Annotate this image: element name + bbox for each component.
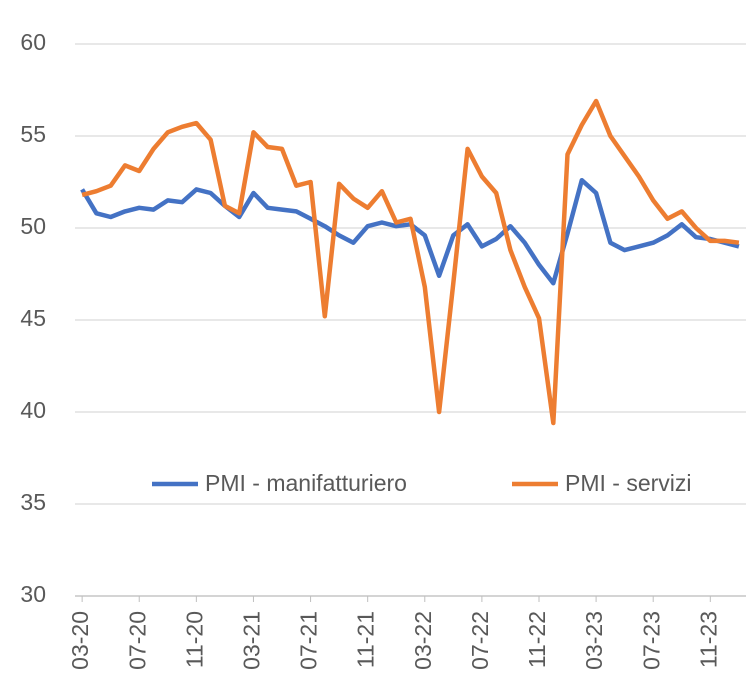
x-tick-label: 11-23 xyxy=(695,611,721,668)
x-tick-label: 11-22 xyxy=(524,611,550,668)
x-tick-label: 03-20 xyxy=(67,611,93,670)
x-tick-label: 07-23 xyxy=(638,611,664,670)
series-line xyxy=(80,177,740,286)
x-tick-label: 07-21 xyxy=(296,611,322,670)
x-tick-label: 03-23 xyxy=(581,611,607,670)
x-tick-label: 03-21 xyxy=(239,611,265,670)
y-tick-label: 60 xyxy=(20,29,46,55)
legend-label: PMI - manifatturiero xyxy=(205,470,407,496)
y-tick-label: 55 xyxy=(20,121,46,147)
x-tick-label: 11-20 xyxy=(181,611,207,668)
x-tick-label: 07-20 xyxy=(124,611,150,670)
series-line xyxy=(81,98,740,426)
y-tick-label: 35 xyxy=(20,489,46,515)
y-tick-label: 30 xyxy=(20,581,46,607)
y-tick-label: 45 xyxy=(20,305,46,331)
legend-label: PMI - servizi xyxy=(565,470,692,496)
y-tick-label: 40 xyxy=(20,397,46,423)
x-tick-label: 03-22 xyxy=(410,611,436,670)
x-tick-label: 07-22 xyxy=(467,611,493,670)
x-tick-label: 11-21 xyxy=(353,611,379,668)
y-tick-label: 50 xyxy=(20,213,46,239)
